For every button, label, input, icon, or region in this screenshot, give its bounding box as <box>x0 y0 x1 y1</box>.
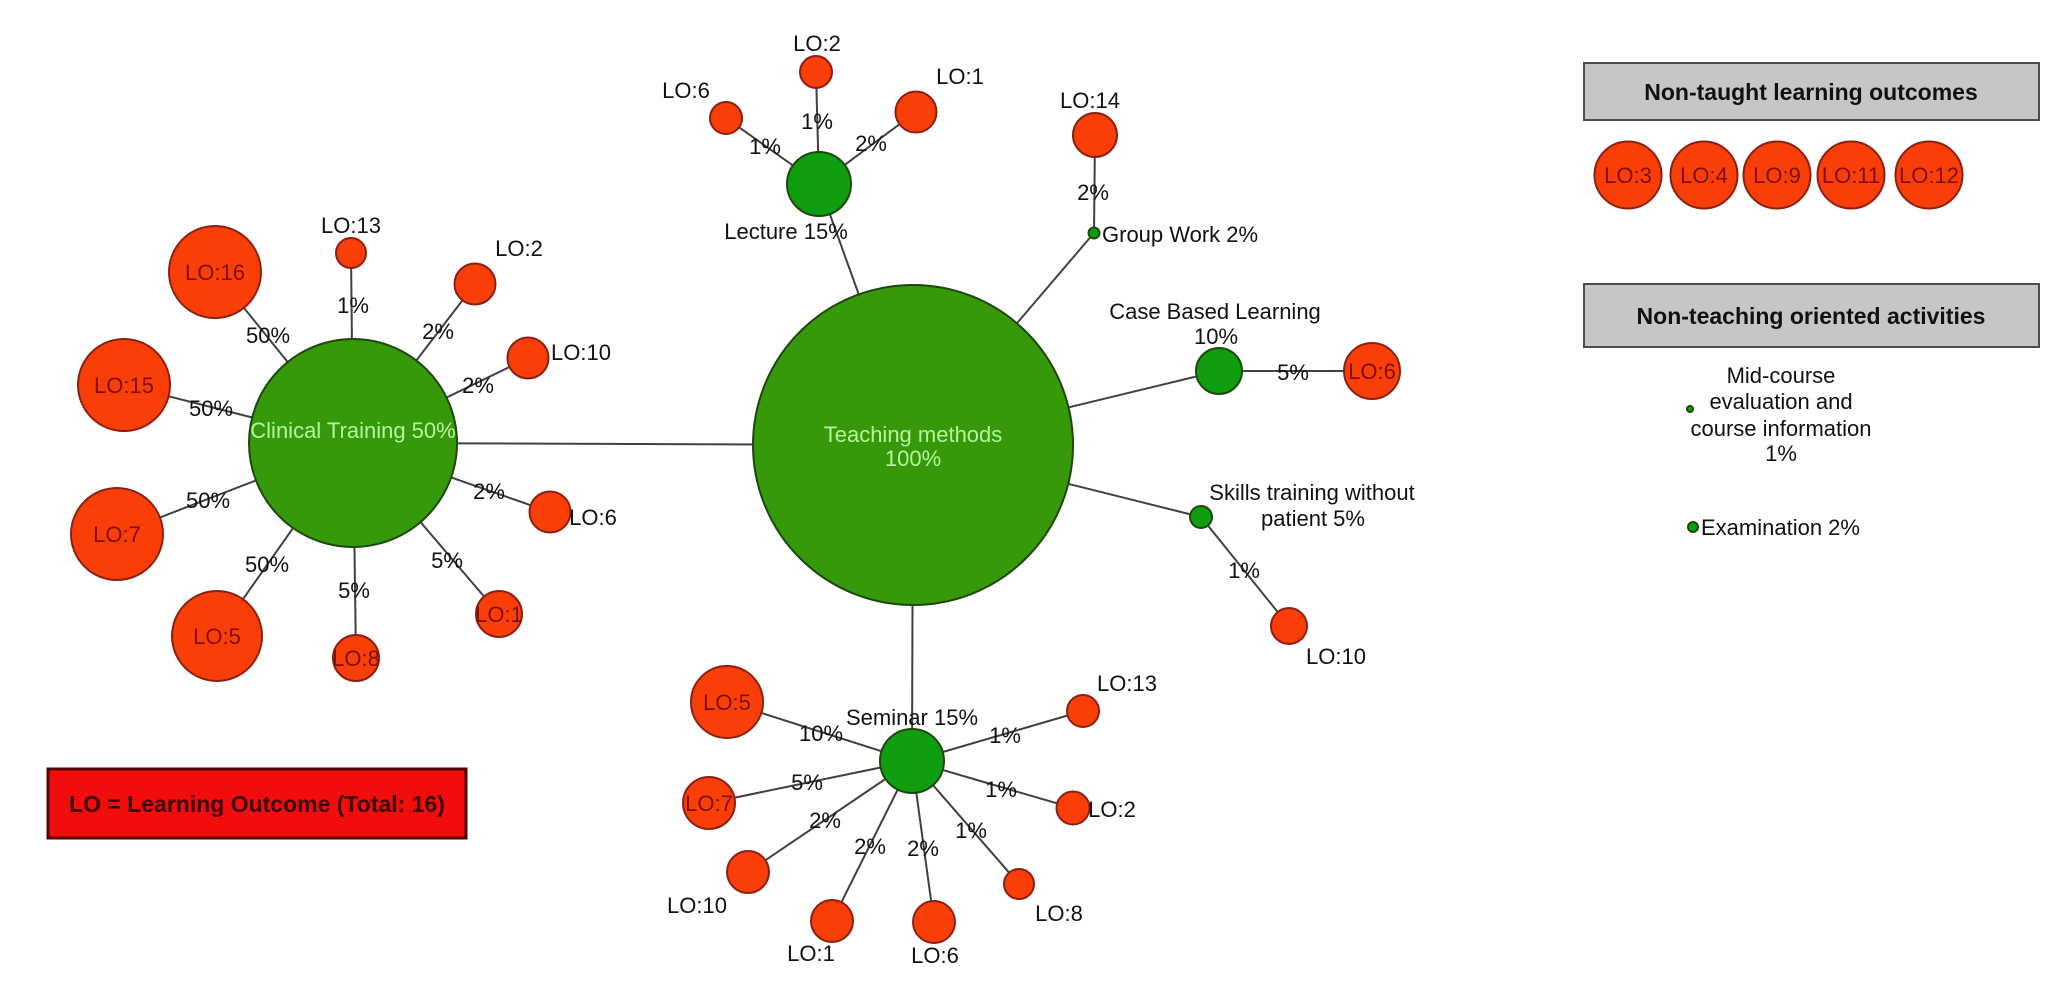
svg-text:LO:7: LO:7 <box>93 522 141 547</box>
svg-text:LO:13: LO:13 <box>321 213 381 238</box>
svg-text:LO:2: LO:2 <box>1088 797 1136 822</box>
svg-text:1%: 1% <box>955 818 987 843</box>
svg-text:LO = Learning Outcome (Total:: LO = Learning Outcome (Total: 16) <box>69 791 445 817</box>
svg-text:1%: 1% <box>337 293 369 318</box>
svg-text:100%: 100% <box>885 446 941 471</box>
svg-text:Non-teaching oriented activiti: Non-teaching oriented activities <box>1637 303 1986 329</box>
svg-text:LO:6: LO:6 <box>1348 359 1396 384</box>
svg-text:Examination 2%: Examination 2% <box>1701 515 1860 540</box>
svg-text:LO:5: LO:5 <box>703 690 751 715</box>
svg-text:2%: 2% <box>462 373 494 398</box>
svg-text:1%: 1% <box>989 723 1021 748</box>
svg-text:evaluation and: evaluation and <box>1709 389 1852 414</box>
svg-text:2%: 2% <box>473 479 505 504</box>
svg-text:LO:6: LO:6 <box>662 78 710 103</box>
svg-text:LO:10: LO:10 <box>667 893 727 918</box>
svg-text:5%: 5% <box>791 770 823 795</box>
svg-text:LO:1: LO:1 <box>936 64 984 89</box>
svg-text:Skills training without: Skills training without <box>1209 480 1414 505</box>
svg-text:5%: 5% <box>1277 360 1309 385</box>
svg-text:2%: 2% <box>854 834 886 859</box>
svg-text:50%: 50% <box>246 323 290 348</box>
svg-text:LO:10: LO:10 <box>551 340 611 365</box>
svg-text:1%: 1% <box>1765 441 1797 466</box>
svg-text:course information: course information <box>1691 416 1872 441</box>
svg-text:1%: 1% <box>985 777 1017 802</box>
svg-text:patient 5%: patient 5% <box>1261 506 1365 531</box>
svg-text:LO:2: LO:2 <box>495 236 543 261</box>
svg-text:LO:14: LO:14 <box>1060 88 1120 113</box>
svg-text:Clinical Training 50%: Clinical Training 50% <box>250 418 455 443</box>
svg-text:Seminar 15%: Seminar 15% <box>846 705 978 730</box>
svg-text:10%: 10% <box>1194 324 1238 349</box>
svg-text:5%: 5% <box>338 578 370 603</box>
svg-text:50%: 50% <box>245 552 289 577</box>
svg-text:Teaching methods: Teaching methods <box>824 422 1003 447</box>
svg-text:LO:3: LO:3 <box>1604 163 1652 188</box>
svg-text:LO:5: LO:5 <box>193 624 241 649</box>
svg-text:1%: 1% <box>749 134 781 159</box>
svg-text:2%: 2% <box>1077 180 1109 205</box>
svg-text:LO:7: LO:7 <box>685 791 733 816</box>
svg-text:LO:16: LO:16 <box>185 260 245 285</box>
svg-text:LO:13: LO:13 <box>1097 671 1157 696</box>
svg-text:1%: 1% <box>1228 558 1260 583</box>
svg-text:Lecture 15%: Lecture 15% <box>724 219 848 244</box>
svg-text:2%: 2% <box>907 836 939 861</box>
svg-text:2%: 2% <box>855 131 887 156</box>
svg-text:LO:6: LO:6 <box>569 505 617 530</box>
svg-text:LO:15: LO:15 <box>94 373 154 398</box>
svg-text:LO:1: LO:1 <box>475 602 523 627</box>
svg-text:LO:6: LO:6 <box>911 943 959 968</box>
svg-text:LO:11: LO:11 <box>1822 163 1880 188</box>
svg-text:10%: 10% <box>799 721 843 746</box>
svg-text:2%: 2% <box>422 319 454 344</box>
svg-text:50%: 50% <box>189 396 233 421</box>
svg-text:5%: 5% <box>431 548 463 573</box>
svg-text:1%: 1% <box>801 109 833 134</box>
svg-text:Case Based Learning: Case Based Learning <box>1109 299 1321 324</box>
svg-text:LO:8: LO:8 <box>332 646 380 671</box>
svg-text:LO:12: LO:12 <box>1899 163 1959 188</box>
svg-text:LO:1: LO:1 <box>787 941 835 966</box>
svg-text:LO:9: LO:9 <box>1753 163 1801 188</box>
svg-text:LO:2: LO:2 <box>793 31 841 56</box>
svg-text:Non-taught learning outcomes: Non-taught learning outcomes <box>1644 79 1978 105</box>
svg-text:Mid-course: Mid-course <box>1727 363 1836 388</box>
svg-text:Group Work 2%: Group Work 2% <box>1102 222 1258 247</box>
svg-text:50%: 50% <box>186 488 230 513</box>
svg-text:LO:8: LO:8 <box>1035 901 1083 926</box>
svg-text:2%: 2% <box>809 808 841 833</box>
svg-text:LO:4: LO:4 <box>1680 163 1728 188</box>
svg-text:LO:10: LO:10 <box>1306 644 1366 669</box>
